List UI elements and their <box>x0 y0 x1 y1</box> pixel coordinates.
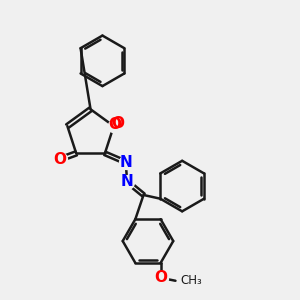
Text: O: O <box>109 117 122 132</box>
Text: O: O <box>111 116 124 131</box>
Text: N: N <box>121 174 134 189</box>
Text: O: O <box>154 270 167 285</box>
Text: N: N <box>119 155 132 170</box>
Text: CH₃: CH₃ <box>181 274 203 287</box>
Text: O: O <box>53 152 66 167</box>
